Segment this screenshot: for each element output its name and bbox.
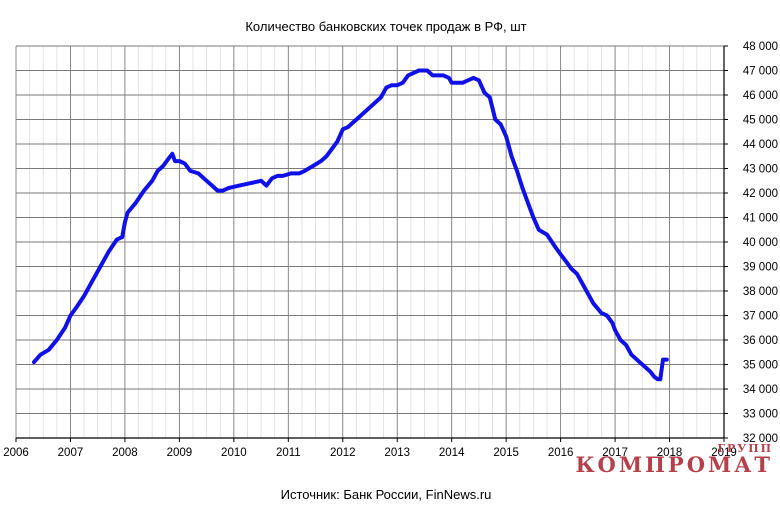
x-tick-label: 2013 xyxy=(384,447,410,459)
x-tick-label: 2007 xyxy=(58,447,84,459)
x-tick-label: 2019 xyxy=(711,447,737,459)
x-tick-label: 2017 xyxy=(602,447,628,459)
series-layer xyxy=(32,68,669,382)
x-tick-label: 2011 xyxy=(276,447,301,459)
x-axis: 2006 2007 2008 2009 2010 2011 2012 2013 2014 2015… xyxy=(3,437,737,459)
y-tick-label: 40 000 xyxy=(743,237,778,249)
y-tick-label: 43 000 xyxy=(743,164,778,176)
x-tick-label: 2016 xyxy=(548,447,574,459)
y-tick-label: 36 000 xyxy=(743,335,778,347)
watermark-big-text: КОМПРОМАТ xyxy=(575,452,773,477)
y-tick-label: 42 000 xyxy=(743,188,778,200)
x-tick-label: 2015 xyxy=(493,447,519,459)
x-tick-label: 2009 xyxy=(167,447,193,459)
watermark-small-text: ГРУПП xyxy=(717,442,773,455)
y-tick-label: 48 000 xyxy=(743,41,778,53)
y-tick-label: 38 000 xyxy=(743,286,778,298)
y-tick-label: 34 000 xyxy=(743,384,778,396)
y-axis: 32 000 33 000 34 000 35 000 36 000 37 000 38 0… xyxy=(723,41,778,445)
x-tick-label: 2006 xyxy=(3,447,29,459)
x-tick-label: 2010 xyxy=(221,447,247,459)
y-tick-label: 39 000 xyxy=(743,262,778,274)
x-tick-label: 2014 xyxy=(439,447,465,459)
chart-title: Количество банковских точек продаж в РФ,… xyxy=(245,19,526,34)
x-tick-label: 2018 xyxy=(657,447,683,459)
watermark-logo: ГРУПП КОМПРОМАТ xyxy=(575,442,773,477)
x-tick-label: 2008 xyxy=(112,447,138,459)
major-grid xyxy=(15,45,725,439)
x-tick-label: 2012 xyxy=(330,447,356,459)
y-tick-label: 44 000 xyxy=(743,139,778,151)
series-line-0 xyxy=(32,68,669,382)
chart-source: Источник: Банк России, FinNews.ru xyxy=(281,487,492,502)
y-tick-label: 37 000 xyxy=(743,311,778,323)
y-tick-label: 32 000 xyxy=(743,433,778,445)
y-tick-label: 33 000 xyxy=(743,409,778,421)
y-tick-label: 35 000 xyxy=(743,360,778,372)
y-tick-label: 45 000 xyxy=(743,115,778,127)
y-tick-label: 47 000 xyxy=(743,66,778,78)
y-tick-label: 41 000 xyxy=(743,213,778,225)
y-tick-label: 46 000 xyxy=(743,90,778,102)
